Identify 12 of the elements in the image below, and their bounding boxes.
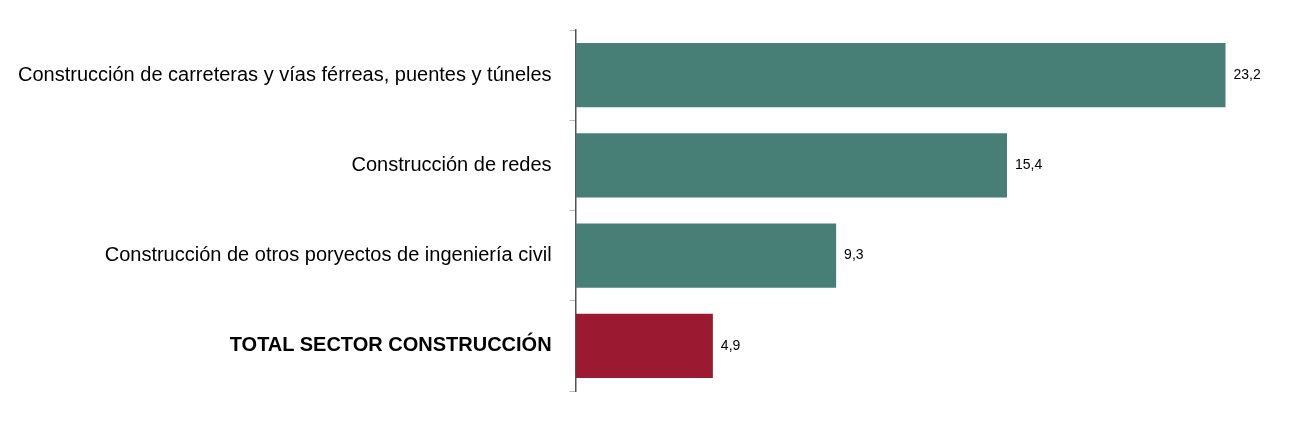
y-tick-label: Construcción de redes [351,152,552,175]
data-label: 15,4 [1015,156,1043,173]
y-tick-label: Construcción de otros poryectos de ingeniería civil [104,243,552,266]
bar [575,43,1226,108]
y-tick-label: TOTAL SECTOR CONSTRUCCIÓN [229,332,552,356]
y-tick-label: Construcción de carreteras y vías férreas, puentes y túneles [18,62,552,85]
bar [575,223,837,288]
bar [575,313,713,378]
data-label: 9,3 [844,246,864,263]
bar [575,133,1007,198]
data-label: 4,9 [720,336,741,353]
data-label: 23,2 [1233,65,1261,82]
